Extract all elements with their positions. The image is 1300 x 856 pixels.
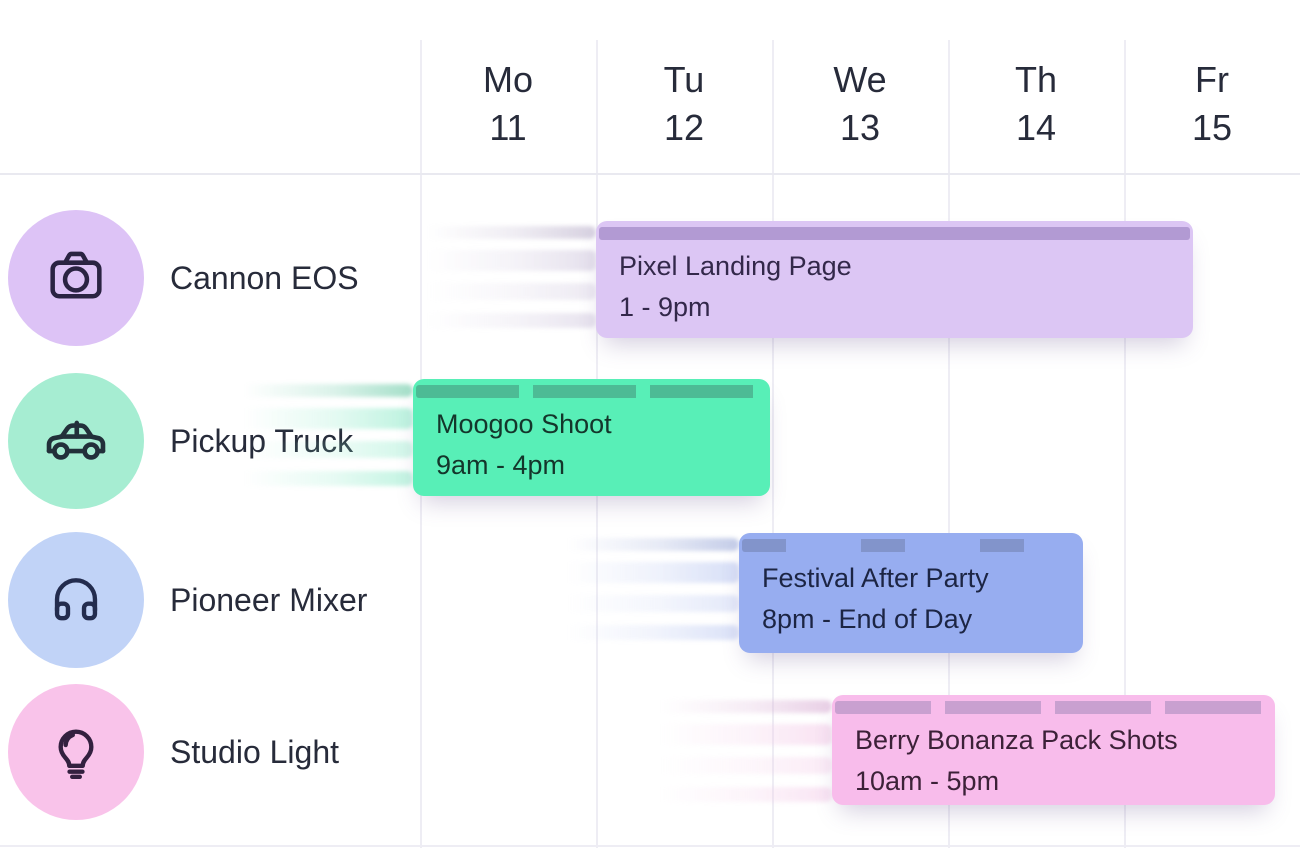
event-title: Moogoo Shoot: [436, 409, 612, 439]
trail-streak: [560, 595, 739, 612]
event-title: Berry Bonanza Pack Shots: [855, 725, 1178, 755]
resource-avatar[interactable]: [8, 532, 144, 668]
day-name: Th: [1014, 59, 1057, 100]
trail-streak: [420, 226, 596, 239]
resource-row: Pickup Truck: [8, 373, 353, 509]
event-day-strip: [835, 701, 1272, 714]
event-day-strip: [416, 385, 767, 398]
camera-icon: [50, 251, 102, 299]
trail-streak: [420, 313, 596, 328]
event-motion-trail: [420, 221, 596, 338]
resource-row: Cannon EOS: [8, 210, 359, 346]
resource-avatar[interactable]: [8, 684, 144, 820]
day-date: 12: [663, 107, 705, 148]
lightbulb-icon: [58, 729, 94, 779]
trail-streak: [653, 724, 832, 745]
resource-name: Cannon EOS: [170, 259, 359, 296]
event-motion-trail: [653, 695, 832, 805]
day-name: We: [833, 59, 887, 100]
event-day-strip: [742, 539, 1080, 552]
day-date: 14: [1015, 107, 1057, 148]
event-time: 10am - 5pm: [855, 766, 1000, 796]
resource-name: Pickup Truck: [170, 422, 354, 459]
day-header[interactable]: We 13: [772, 56, 948, 152]
column-grid-line: [772, 40, 774, 848]
event-title: Festival After Party: [762, 563, 989, 593]
event-time: 9am - 4pm: [436, 450, 566, 480]
row-separator-line: [0, 173, 1300, 175]
resource-avatar[interactable]: [8, 210, 144, 346]
trail-streak: [420, 283, 596, 300]
day-name: Mo: [482, 59, 533, 100]
event-time: 1 - 9pm: [619, 292, 711, 322]
event-card[interactable]: Berry Bonanza Pack Shots 10am - 5pm: [832, 695, 1275, 805]
day-header[interactable]: Mo 11: [420, 56, 596, 152]
resource-avatar[interactable]: [8, 373, 144, 509]
day-date: 11: [489, 107, 527, 148]
day-name: Tu: [663, 59, 705, 100]
car-icon: [46, 420, 106, 460]
day-date: 15: [1191, 107, 1233, 148]
trail-streak: [560, 538, 739, 551]
trail-streak: [420, 250, 596, 271]
event-time: 8pm - End of Day: [762, 604, 973, 634]
headphones-icon: [54, 578, 98, 621]
day-date: 13: [839, 107, 881, 148]
column-grid-line: [1124, 40, 1126, 848]
day-header[interactable]: Tu 12: [596, 56, 772, 152]
event-motion-trail: [560, 533, 739, 653]
day-name: Fr: [1195, 59, 1229, 100]
day-header[interactable]: Th 14: [948, 56, 1124, 152]
event-card[interactable]: Moogoo Shoot 9am - 4pm: [413, 379, 770, 496]
trail-streak: [653, 787, 832, 802]
resource-name: Pioneer Mixer: [170, 581, 368, 618]
trail-streak: [560, 625, 739, 640]
event-title: Pixel Landing Page: [619, 251, 852, 281]
resource-row: Pioneer Mixer: [8, 532, 367, 668]
trail-streak: [653, 757, 832, 774]
trail-streak: [653, 700, 832, 713]
column-grid-line: [948, 40, 950, 848]
row-separator-line: [0, 845, 1300, 847]
resource-name: Studio Light: [170, 733, 340, 770]
event-card[interactable]: Festival After Party 8pm - End of Day: [739, 533, 1083, 653]
trail-streak: [560, 562, 739, 583]
resource-row: Studio Light: [8, 684, 339, 820]
event-card[interactable]: Pixel Landing Page 1 - 9pm: [596, 221, 1193, 338]
day-header[interactable]: Fr 15: [1124, 56, 1300, 152]
event-day-strip: [599, 227, 1190, 240]
